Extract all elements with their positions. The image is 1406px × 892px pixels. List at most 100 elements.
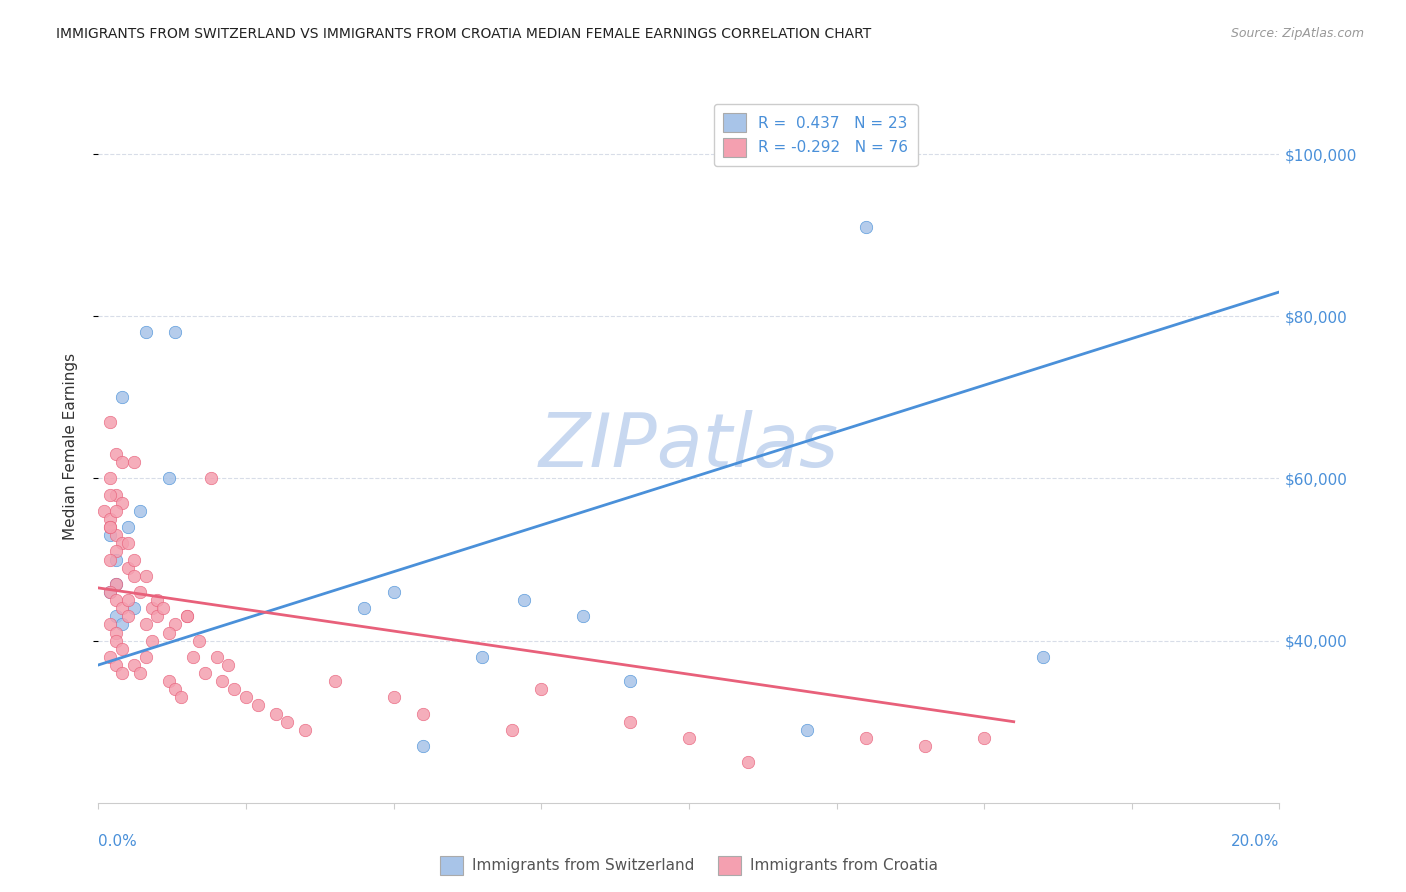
Point bbox=[105, 657, 128, 672]
Point bbox=[122, 568, 145, 582]
Point bbox=[973, 731, 995, 745]
Point bbox=[105, 544, 128, 558]
Point bbox=[122, 601, 145, 615]
Point bbox=[211, 674, 233, 689]
Point bbox=[157, 625, 180, 640]
Point bbox=[105, 504, 128, 518]
Point bbox=[276, 714, 298, 729]
Point bbox=[914, 739, 936, 753]
Text: 20.0%: 20.0% bbox=[1232, 834, 1279, 849]
Text: Source: ZipAtlas.com: Source: ZipAtlas.com bbox=[1230, 27, 1364, 40]
Point bbox=[105, 577, 128, 591]
Point bbox=[157, 471, 180, 485]
Point bbox=[98, 552, 121, 566]
Point bbox=[165, 617, 187, 632]
Point bbox=[200, 471, 222, 485]
Point bbox=[855, 220, 877, 235]
Point bbox=[530, 682, 553, 697]
Point bbox=[146, 593, 169, 607]
Point bbox=[117, 560, 139, 574]
Point bbox=[98, 415, 121, 429]
Point bbox=[170, 690, 193, 705]
Point bbox=[165, 682, 187, 697]
Point bbox=[122, 455, 145, 469]
Point bbox=[501, 723, 523, 737]
Point bbox=[111, 496, 134, 510]
Point bbox=[135, 568, 157, 582]
Point bbox=[128, 585, 150, 599]
Point bbox=[111, 455, 134, 469]
Point bbox=[235, 690, 257, 705]
Point bbox=[135, 617, 157, 632]
Point bbox=[98, 649, 121, 664]
Point bbox=[105, 528, 128, 542]
Point bbox=[412, 706, 434, 721]
Point bbox=[146, 609, 169, 624]
Point bbox=[855, 731, 877, 745]
Point bbox=[512, 593, 534, 607]
Point bbox=[294, 723, 316, 737]
Point bbox=[128, 666, 150, 681]
Point bbox=[141, 633, 163, 648]
Point bbox=[105, 609, 128, 624]
Point bbox=[135, 326, 157, 340]
Point bbox=[187, 633, 209, 648]
Point bbox=[619, 674, 641, 689]
Point bbox=[98, 471, 121, 485]
Point bbox=[181, 649, 204, 664]
Point bbox=[264, 706, 287, 721]
Y-axis label: Median Female Earnings: Median Female Earnings bbox=[63, 352, 77, 540]
Point bbox=[353, 601, 375, 615]
Point bbox=[176, 609, 198, 624]
Point bbox=[246, 698, 269, 713]
Point bbox=[571, 609, 593, 624]
Point bbox=[122, 657, 145, 672]
Point bbox=[382, 585, 405, 599]
Point bbox=[111, 666, 134, 681]
Point bbox=[105, 633, 128, 648]
Point bbox=[105, 625, 128, 640]
Point bbox=[98, 617, 121, 632]
Point bbox=[382, 690, 405, 705]
Point bbox=[98, 512, 121, 526]
Point bbox=[111, 641, 134, 656]
Point bbox=[205, 649, 228, 664]
Point bbox=[98, 488, 121, 502]
Point bbox=[117, 536, 139, 550]
Point bbox=[98, 520, 121, 534]
Point bbox=[737, 756, 759, 770]
Point bbox=[105, 577, 128, 591]
Point bbox=[98, 528, 121, 542]
Point bbox=[412, 739, 434, 753]
Point bbox=[105, 593, 128, 607]
Legend: Immigrants from Switzerland, Immigrants from Croatia: Immigrants from Switzerland, Immigrants … bbox=[434, 850, 943, 880]
Point bbox=[117, 593, 139, 607]
Point bbox=[157, 674, 180, 689]
Text: ZIPatlas: ZIPatlas bbox=[538, 410, 839, 482]
Point bbox=[105, 447, 128, 461]
Point bbox=[678, 731, 700, 745]
Point bbox=[152, 601, 174, 615]
Point bbox=[471, 649, 494, 664]
Point bbox=[98, 585, 121, 599]
Point bbox=[1032, 649, 1054, 664]
Point bbox=[176, 609, 198, 624]
Point bbox=[323, 674, 346, 689]
Text: 0.0%: 0.0% bbox=[98, 834, 138, 849]
Point bbox=[165, 326, 187, 340]
Text: IMMIGRANTS FROM SWITZERLAND VS IMMIGRANTS FROM CROATIA MEDIAN FEMALE EARNINGS CO: IMMIGRANTS FROM SWITZERLAND VS IMMIGRANT… bbox=[56, 27, 872, 41]
Point bbox=[105, 552, 128, 566]
Point bbox=[117, 520, 139, 534]
Point bbox=[105, 488, 128, 502]
Point bbox=[117, 609, 139, 624]
Point bbox=[93, 504, 115, 518]
Point bbox=[111, 617, 134, 632]
Point bbox=[111, 601, 134, 615]
Point bbox=[98, 520, 121, 534]
Point bbox=[111, 536, 134, 550]
Point bbox=[98, 585, 121, 599]
Point bbox=[135, 649, 157, 664]
Point bbox=[224, 682, 246, 697]
Point bbox=[194, 666, 217, 681]
Point bbox=[122, 552, 145, 566]
